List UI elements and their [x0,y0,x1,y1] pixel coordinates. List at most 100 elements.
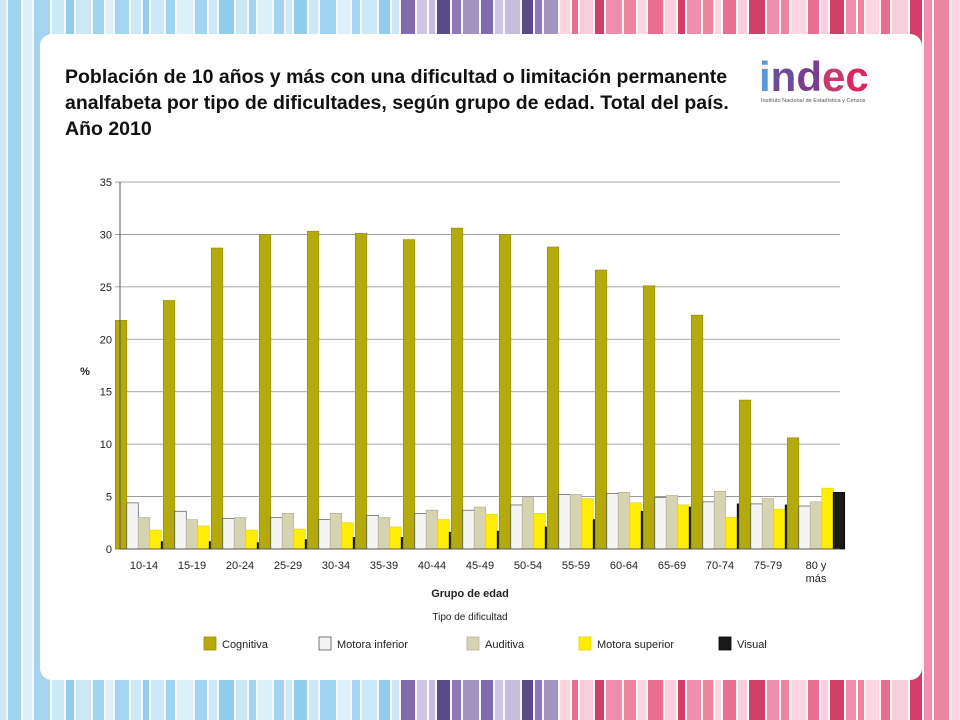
legend-label: Cognitiva [222,639,269,651]
background-stripe-highlight [934,0,949,720]
logo-letter: i [759,54,771,100]
bar [617,492,631,550]
bar [809,501,823,550]
bar [498,234,512,550]
bar [389,526,402,550]
bar [665,495,679,550]
x-tick-label: 30-34 [322,560,350,572]
logo-wordmark: indec [759,54,869,100]
bar [786,437,800,550]
bar [629,502,642,550]
x-tick-label: 15-19 [178,560,206,572]
x-axis-title: Grupo de edad [431,588,509,600]
logo-letter: n [771,54,797,100]
bar [137,517,151,550]
bar [270,517,283,550]
legend-swatch [466,636,480,651]
bar [569,494,583,550]
x-tick-label: 40-44 [418,560,446,572]
bar [126,502,139,550]
bar [473,506,487,550]
x-tick-label: 70-74 [706,560,734,572]
bar [521,497,535,550]
x-tick-label: 60-64 [610,560,638,572]
logo-letter: c [845,54,868,100]
legend-label: Visual [737,639,767,651]
bar [174,510,187,550]
bar [293,528,306,550]
x-tick-label: 45-49 [466,560,494,572]
y-axis-title: % [80,366,90,378]
background-stripe [924,0,932,720]
bar [450,227,464,550]
bar [149,529,162,550]
bar [318,519,331,550]
x-tick-label: 55-59 [562,560,590,572]
bar [341,522,354,550]
bar [233,517,247,550]
bar [402,239,416,550]
x-tick-label: 10-14 [130,560,158,572]
legend-label: Motora inferior [337,639,408,651]
bar [581,498,594,550]
logo-letter: d [796,54,822,100]
legend-swatch [718,636,732,651]
indec-logo: indec Instituto Nacional de Estadística … [759,54,869,104]
bar [798,505,811,550]
bar [738,399,752,550]
bar [485,514,498,550]
y-tick-label: 35 [100,177,112,189]
bar [258,234,272,550]
bar [354,233,368,550]
bars [114,227,846,550]
bar [377,517,391,550]
y-tick-label: 25 [100,282,112,294]
legend-title: Tipo de dificultad [432,612,507,623]
bar [750,503,763,550]
x-tick-label: 80 y más [806,560,827,585]
legend-swatch [318,636,332,651]
bar [761,498,775,550]
logo-subtitle: Instituto Nacional de Estadística y Cens… [761,98,866,104]
bar [245,529,258,550]
background-stripe-highlight [0,0,6,720]
bar [222,518,235,550]
x-tick-label: 65-69 [658,560,686,572]
bar [821,487,834,550]
bar [677,504,690,550]
bar [832,492,846,550]
background-stripe [951,0,960,720]
y-tick-label: 15 [100,387,112,399]
grid-lines [115,181,840,550]
bar [654,497,667,550]
content-card [40,34,922,680]
bar [725,517,738,550]
bar [702,501,715,550]
bar [162,300,176,550]
x-tick-label: 75-79 [754,560,782,572]
bar [773,508,786,550]
background-stripe [23,0,32,720]
x-tick-label: 35-39 [370,560,398,572]
background-stripe [934,0,949,720]
bar [281,512,295,550]
bar [414,512,427,550]
page-title: Población de 10 años y más con una dific… [65,66,729,140]
y-tick-label: 30 [100,229,112,241]
legend-swatch [578,636,592,651]
y-tick-label: 0 [106,544,112,556]
legend-label: Motora superior [597,639,674,651]
bar [546,246,560,550]
x-tick-label: 25-29 [274,560,302,572]
bar [690,314,704,550]
bar [197,525,210,550]
bar [425,509,439,550]
y-tick-label: 5 [106,492,112,504]
bar [533,512,546,550]
logo-letter: e [822,54,845,100]
bar [210,247,224,550]
bar [606,493,619,550]
bar [114,320,128,550]
axes: 0 5 10 15 20 25 30 35% 10-14 15-19 20-24 25-29 30-34… [80,177,840,600]
